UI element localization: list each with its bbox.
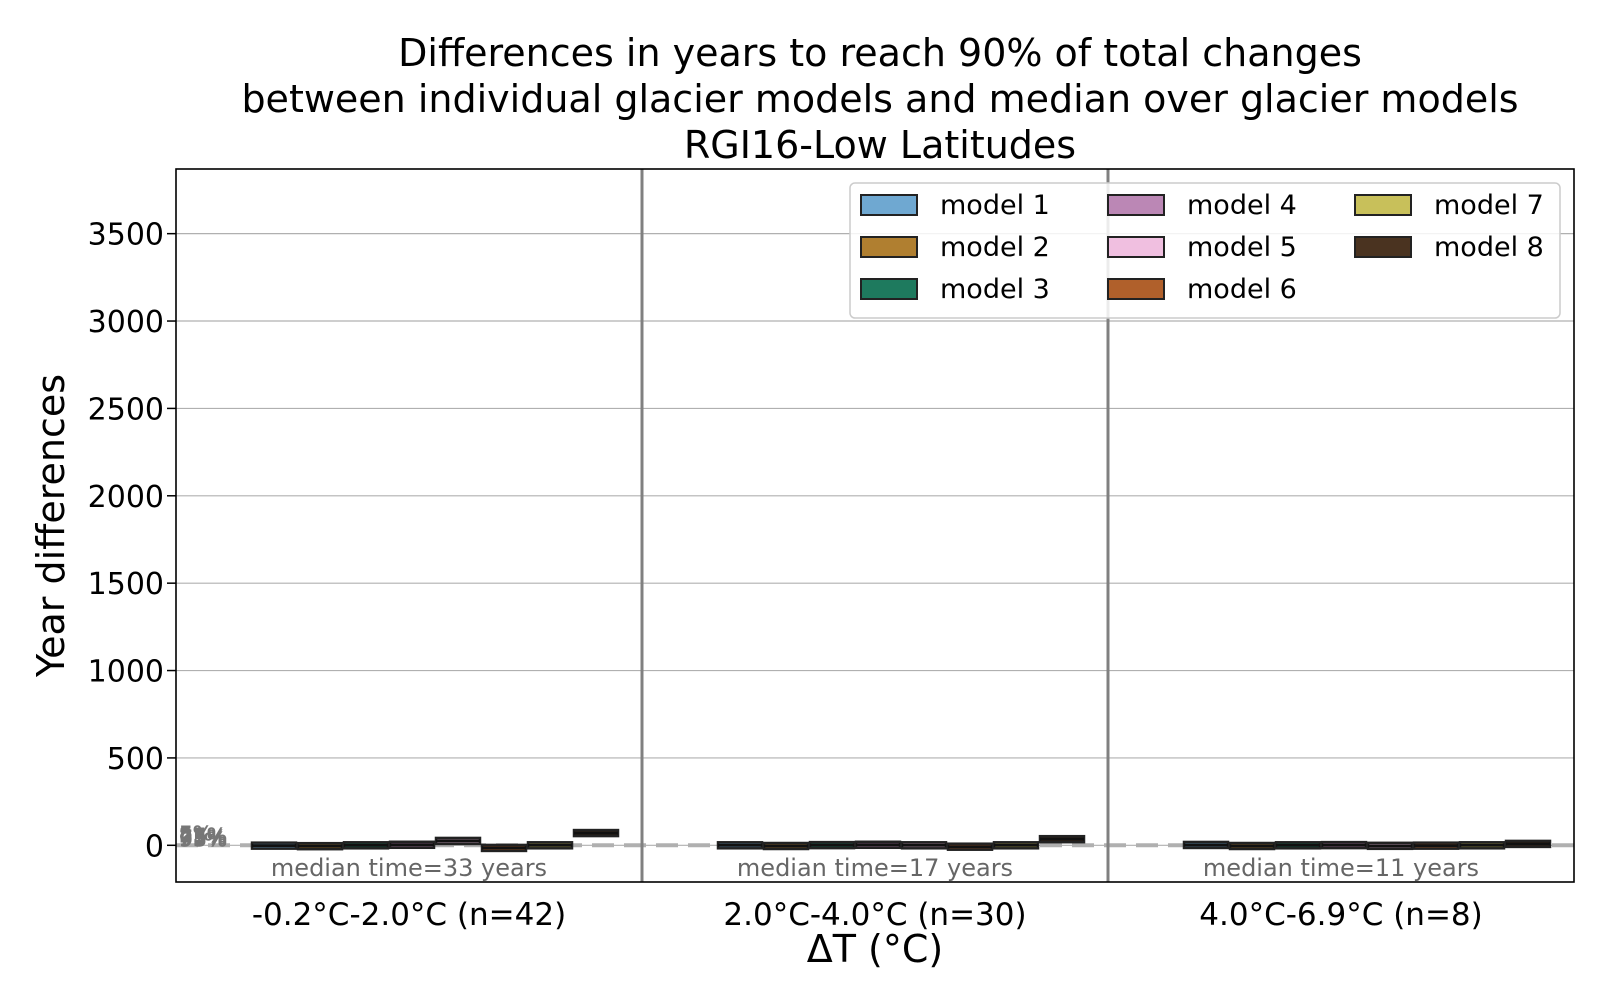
y-tick-label: 2000 xyxy=(88,480,164,515)
legend-swatch xyxy=(1108,279,1164,299)
chart-title-line: Differences in years to reach 90% of tot… xyxy=(398,31,1362,75)
y-tick-label: 500 xyxy=(107,742,164,777)
legend-swatch xyxy=(861,195,917,215)
y-tick-label: 1500 xyxy=(88,567,164,602)
percentile-label: 95% xyxy=(179,827,227,851)
legend-label: model 4 xyxy=(1187,190,1297,221)
legend-label: model 8 xyxy=(1434,232,1544,263)
y-tick-label: 0 xyxy=(145,829,164,864)
median-time-label: median time=33 years xyxy=(271,854,547,882)
legend-label: model 1 xyxy=(940,190,1050,221)
legend-label: model 7 xyxy=(1434,190,1544,221)
legend-label: model 3 xyxy=(940,274,1050,305)
legend-swatch xyxy=(1355,237,1411,257)
y-tick-label: 3500 xyxy=(88,218,164,253)
x-axis-title: ΔT (°C) xyxy=(807,927,943,971)
chart-title-line: between individual glacier models and me… xyxy=(241,77,1518,121)
median-time-label: median time=11 years xyxy=(1203,854,1479,882)
legend-label: model 6 xyxy=(1187,274,1297,305)
median-time-label: median time=17 years xyxy=(737,854,1013,882)
legend-swatch xyxy=(861,279,917,299)
legend-swatch xyxy=(1108,195,1164,215)
x-group-label: 4.0°C-6.9°C (n=8) xyxy=(1199,897,1482,933)
legend-label: model 5 xyxy=(1187,232,1297,263)
legend-swatch xyxy=(1355,195,1411,215)
y-axis-title: Year differences xyxy=(29,374,73,678)
legend-label: model 2 xyxy=(940,232,1050,263)
y-tick-label: 1000 xyxy=(88,655,164,690)
x-group-label: -0.2°C-2.0°C (n=42) xyxy=(252,897,566,933)
legend-swatch xyxy=(1108,237,1164,257)
legend-swatch xyxy=(861,237,917,257)
y-tick-label: 3000 xyxy=(88,305,164,340)
y-tick-label: 2500 xyxy=(88,392,164,427)
chart-title-line: RGI16-Low Latitudes xyxy=(684,123,1076,167)
